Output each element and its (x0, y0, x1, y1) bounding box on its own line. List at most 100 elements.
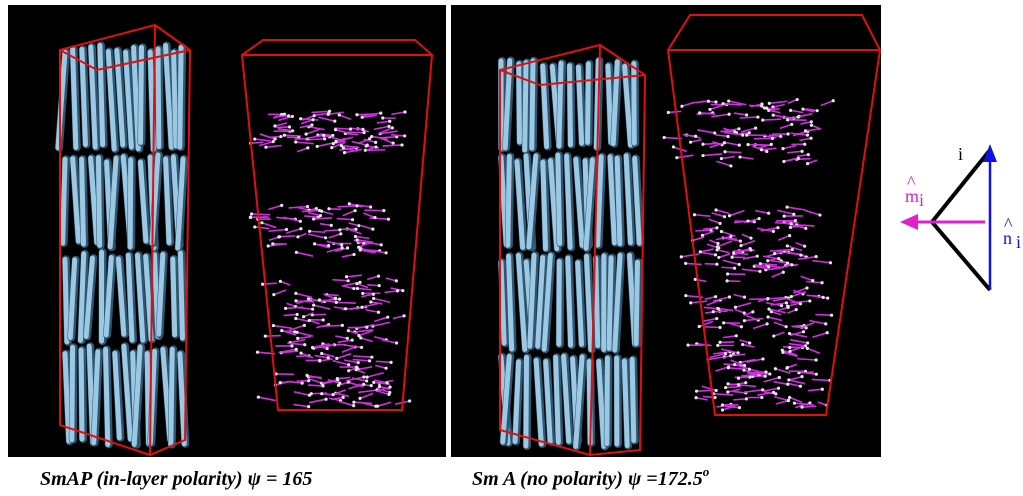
rod (607, 358, 608, 444)
dipole-head (357, 224, 360, 227)
dipole (815, 315, 831, 316)
rod (567, 156, 571, 247)
dipole-head (322, 134, 325, 137)
rod (509, 256, 512, 349)
dipole-head (721, 403, 724, 406)
dipole-head (730, 256, 733, 259)
rod (632, 359, 634, 440)
rod (578, 67, 581, 143)
dipole-head (716, 245, 719, 248)
dipole-head (716, 242, 719, 245)
dipole-head (351, 218, 354, 221)
dipole-head (786, 118, 789, 121)
dipole-head (737, 383, 740, 386)
dipole-head (273, 137, 276, 140)
dipole-head (832, 99, 835, 102)
dipole-head (797, 115, 800, 118)
dipole-head (280, 204, 283, 207)
dipole-head (727, 99, 730, 102)
dipole-head (369, 205, 372, 208)
dipole-head (311, 308, 314, 311)
dipole-head (783, 214, 786, 217)
dipole-head (743, 319, 746, 322)
dipole-head (773, 252, 776, 255)
dipole (749, 105, 762, 106)
n-subscript: i (1016, 232, 1021, 252)
dipole-head (356, 287, 359, 290)
dipole-head (374, 405, 377, 408)
dipole-head (738, 155, 741, 158)
rod (624, 361, 627, 445)
dipole-head (358, 281, 361, 284)
dipole-head (341, 246, 344, 249)
dipole-head (396, 289, 399, 292)
dipole-head (385, 251, 388, 254)
rod (526, 357, 527, 446)
dipole-head (288, 125, 291, 128)
dipole-head (295, 331, 298, 334)
dipole-head (830, 314, 833, 317)
dipole-head (728, 113, 731, 116)
dipole-head (732, 251, 735, 254)
dipole-head (294, 140, 297, 143)
dipole-head (723, 215, 726, 218)
dipole-head (804, 129, 807, 132)
dipole-head (321, 384, 324, 387)
dipole-head (802, 330, 805, 333)
dipole (697, 391, 712, 392)
rod (515, 362, 519, 442)
dipole-head (338, 382, 341, 385)
dipole-head (355, 368, 358, 371)
rod (558, 155, 560, 243)
dipole-head (760, 104, 763, 107)
dipole-head (726, 135, 729, 138)
dipole (705, 327, 721, 328)
dipole-head (338, 228, 341, 231)
dipole-head (740, 325, 743, 328)
dipole-head (287, 114, 290, 117)
dipole-head (800, 150, 803, 153)
dipole-head (810, 124, 813, 127)
dipole-head (332, 142, 335, 145)
dipole (726, 387, 742, 388)
dipole-head (335, 301, 338, 304)
caption-text: Sm A (no polarity) ψ =172.5 (472, 468, 703, 490)
dipole (376, 361, 391, 362)
dipole-head (790, 295, 793, 298)
dipole-head (818, 213, 821, 216)
dipole-head (356, 238, 359, 241)
dipole-head (724, 386, 727, 389)
dipole-head (355, 204, 358, 207)
dipole-head (372, 381, 375, 384)
dipole-head (299, 227, 302, 230)
dipole-head (341, 324, 344, 327)
dipole-head (395, 341, 398, 344)
dipole (725, 152, 742, 153)
rod (617, 158, 620, 243)
dipole-head (339, 232, 342, 235)
dipole (337, 206, 356, 207)
dipole (333, 280, 349, 281)
dipole-head (352, 253, 355, 256)
dipole-head (311, 346, 314, 349)
dipole-head (795, 308, 798, 311)
dipole-head (347, 329, 350, 332)
rod (82, 159, 84, 244)
rod (166, 159, 169, 243)
rod (80, 254, 83, 341)
dipole-head (347, 369, 350, 372)
dipole-head (403, 134, 406, 137)
dipole-head (785, 301, 788, 304)
dipole-head (707, 100, 710, 103)
dipole-head (733, 267, 736, 270)
dipole-head (741, 343, 744, 346)
dipole (748, 372, 766, 373)
dipole-head (279, 280, 282, 283)
figure: i ^ m i ^ n i SmAP (in-layer polarity) ψ… (0, 0, 1023, 496)
dipole-head (788, 350, 791, 353)
dipole (802, 406, 816, 407)
dipole-head (756, 115, 759, 118)
dipole-head (334, 140, 337, 143)
dipole-head (806, 341, 809, 344)
dipole-head (327, 356, 330, 359)
